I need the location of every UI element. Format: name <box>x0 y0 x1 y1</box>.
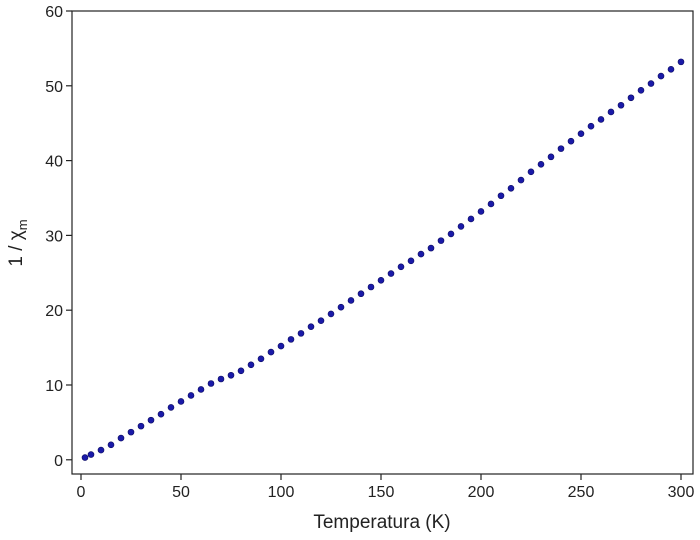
data-point <box>117 434 125 442</box>
y-tick-label: 50 <box>45 79 63 96</box>
data-point <box>297 330 305 337</box>
data-point <box>417 250 425 258</box>
data-point <box>607 108 615 116</box>
data-point <box>527 168 535 176</box>
data-point <box>337 303 345 311</box>
data-point <box>397 263 405 271</box>
x-axis-label: Temperatura (K) <box>313 512 450 533</box>
data-point <box>407 257 415 265</box>
data-point <box>157 410 165 418</box>
data-point <box>207 380 215 387</box>
x-tick-label: 250 <box>568 484 595 501</box>
data-point <box>97 446 105 454</box>
y-axis-label-sub: m <box>15 219 30 230</box>
data-point <box>367 283 375 291</box>
data-point <box>257 355 265 363</box>
data-point <box>287 336 295 343</box>
data-point <box>107 441 115 449</box>
data-point <box>137 422 145 430</box>
x-tick-label: 0 <box>77 484 86 501</box>
y-axis-label-main: 1 / χ <box>6 230 27 266</box>
x-tick-label: 300 <box>668 484 695 501</box>
y-tick-label: 20 <box>45 303 63 320</box>
data-point <box>177 398 185 405</box>
data-point <box>307 323 315 330</box>
y-tick-label: 0 <box>54 453 63 470</box>
plot-frame <box>71 10 694 475</box>
data-point <box>377 276 385 284</box>
data-point <box>127 428 135 436</box>
data-point <box>467 215 475 223</box>
data-point <box>617 101 625 109</box>
y-tick-label: 30 <box>45 228 63 245</box>
data-point <box>187 392 195 399</box>
data-point <box>547 153 555 161</box>
data-point <box>227 371 235 379</box>
data-point <box>277 342 285 350</box>
data-point <box>387 270 395 277</box>
x-tick-label: 50 <box>172 484 190 501</box>
data-point <box>507 184 515 192</box>
y-tick-label: 10 <box>45 378 63 395</box>
data-point <box>347 297 355 304</box>
data-point <box>427 244 435 252</box>
data-point <box>87 451 95 458</box>
x-tick-label: 150 <box>368 484 395 501</box>
data-point <box>637 86 645 94</box>
data-point <box>267 348 275 356</box>
x-tick-label: 100 <box>268 484 295 501</box>
data-point <box>197 386 205 393</box>
data-point <box>677 58 685 66</box>
data-point <box>517 176 525 184</box>
x-tick-label: 200 <box>468 484 495 501</box>
data-point <box>657 72 665 80</box>
data-point <box>487 200 495 208</box>
y-axis-label: 1 / χm <box>6 219 30 266</box>
data-point <box>217 375 225 383</box>
data-point <box>447 230 455 238</box>
y-tick-label: 60 <box>45 4 63 21</box>
data-point <box>667 66 675 73</box>
data-point <box>537 161 545 168</box>
data-point <box>457 223 465 230</box>
data-point <box>247 361 255 369</box>
data-point <box>147 416 155 424</box>
data-point <box>357 290 365 298</box>
data-point <box>557 145 565 152</box>
data-point <box>627 94 635 102</box>
data-point <box>597 116 605 123</box>
data-point <box>577 130 585 137</box>
data-point <box>647 80 655 87</box>
y-tick-label: 40 <box>45 154 63 171</box>
data-point <box>497 192 505 200</box>
data-point <box>327 310 335 318</box>
data-point <box>237 367 245 375</box>
data-point <box>81 454 89 461</box>
data-point <box>587 122 595 130</box>
data-point <box>567 137 575 145</box>
data-point <box>477 208 485 215</box>
data-point <box>437 237 445 244</box>
data-point <box>167 404 175 411</box>
data-point <box>317 317 325 324</box>
